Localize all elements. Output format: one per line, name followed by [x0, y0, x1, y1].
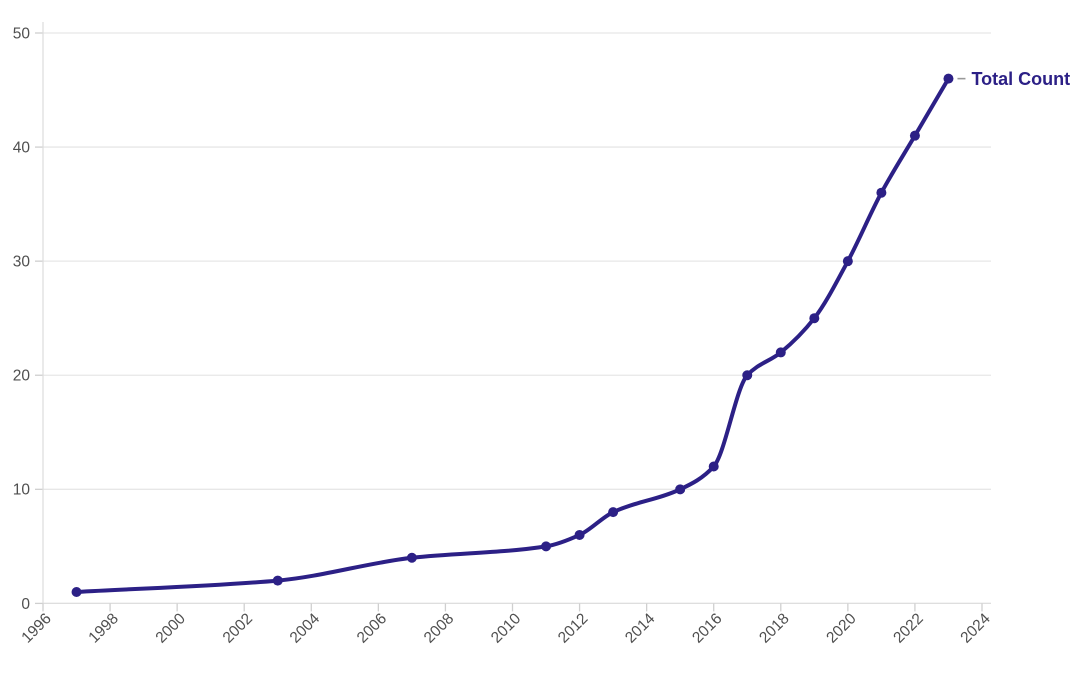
x-tick-label: 2020 [823, 610, 860, 647]
x-tick-label: 2002 [220, 610, 256, 646]
data-point [608, 507, 619, 518]
legend-label: Total Count [971, 68, 1071, 89]
x-tick-label: 1996 [18, 610, 54, 646]
data-point [406, 552, 417, 563]
x-tick-label: 2000 [153, 610, 190, 647]
data-point [742, 370, 753, 381]
data-point [708, 461, 719, 472]
data-point [909, 130, 920, 141]
x-tick-label: 2004 [287, 610, 324, 647]
x-tick-label: 2024 [957, 610, 994, 647]
data-point [71, 586, 82, 597]
data-point [775, 347, 786, 358]
x-tick-label: 2016 [689, 610, 725, 646]
x-tick-label: 2018 [756, 610, 792, 646]
data-point [675, 484, 686, 495]
data-point [541, 541, 552, 552]
y-tick-label: 50 [13, 25, 31, 42]
data-point [842, 256, 853, 267]
data-point [876, 187, 887, 198]
data-point [272, 575, 283, 586]
series-line [74, 76, 951, 594]
y-tick-label: 40 [13, 140, 31, 157]
x-tick-label: 2014 [622, 610, 659, 647]
y-tick-label: 0 [21, 596, 30, 613]
y-tick-label: 30 [13, 254, 31, 271]
data-point [574, 529, 585, 540]
data-point [809, 313, 820, 324]
x-tick-label: 1998 [85, 610, 121, 646]
y-tick-label: 20 [13, 368, 31, 385]
data-point [943, 73, 954, 84]
y-tick-label: 10 [13, 482, 31, 499]
x-tick-label: 2010 [488, 610, 525, 647]
x-tick-label: 2008 [421, 610, 457, 646]
x-tick-label: 2022 [890, 610, 926, 646]
x-tick-label: 2012 [555, 610, 591, 646]
x-tick-label: 2006 [354, 610, 390, 646]
